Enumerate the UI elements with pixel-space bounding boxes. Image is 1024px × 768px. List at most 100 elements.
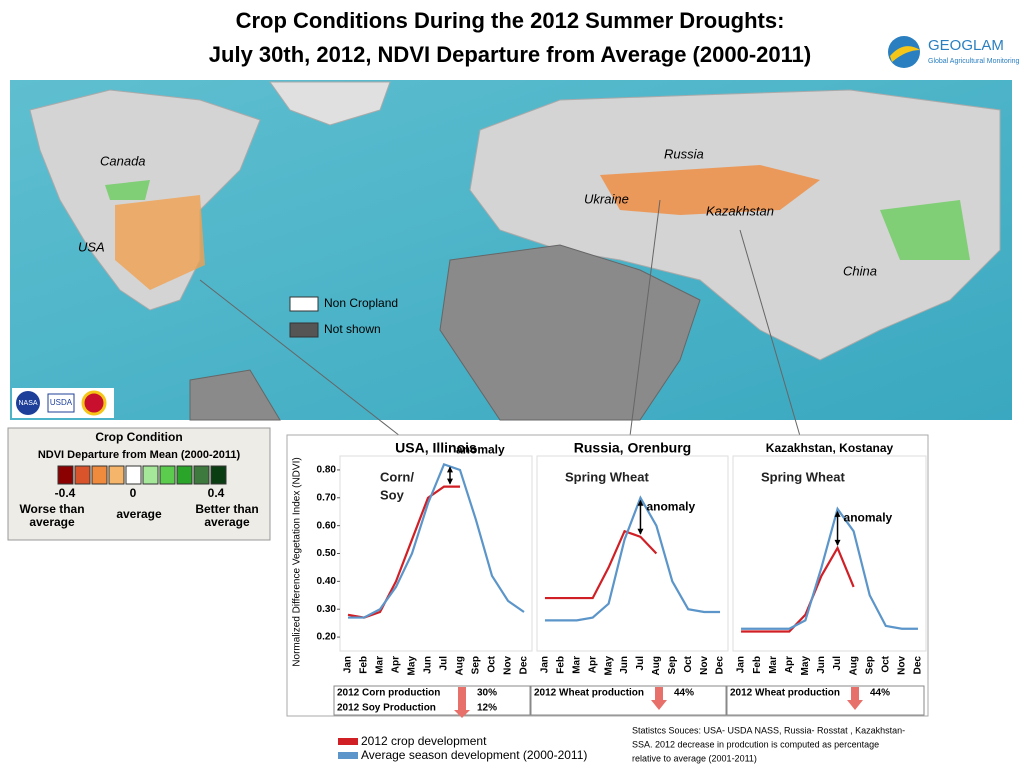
- legend-note: Better than average: [195, 503, 259, 529]
- legend-swatch: [289, 322, 319, 338]
- y-axis-label: Normalized Difference Vegetation Index (…: [292, 457, 303, 666]
- title: Crop Conditions During the 2012 Summer D…: [236, 8, 785, 33]
- improved-area: [880, 200, 970, 260]
- x-tick-label: Apr: [587, 656, 598, 673]
- series-legend: 2012 crop development Average season dev…: [338, 734, 587, 762]
- plot-area: [732, 455, 927, 652]
- sources: Statistcs Souces: USA- USDA NASS, Russia…: [632, 725, 905, 763]
- swatch: [142, 465, 159, 485]
- x-tick-label: Mar: [768, 656, 779, 674]
- sources-text: relative to average (2001-2011): [632, 753, 757, 763]
- series-line: [348, 462, 525, 619]
- x-tick-label: Jun: [423, 656, 434, 674]
- logo: GEOGLAM Global Agricultural Monitoring: [888, 36, 1020, 68]
- legend-tick: 0.4: [208, 486, 225, 500]
- legend-tick: 0: [130, 486, 137, 500]
- legend-tick: -0.4: [55, 486, 76, 500]
- x-tick-label: Nov: [699, 656, 710, 675]
- decrease-arrow: [651, 687, 667, 710]
- swatch: [159, 465, 176, 485]
- umd-logo: [81, 390, 107, 416]
- y-tick-label: 0.40: [317, 576, 337, 587]
- x-tick-label: Sep: [667, 656, 678, 674]
- swatch: [74, 465, 91, 485]
- x-tick-label: Apr: [391, 656, 402, 673]
- series-line: [741, 545, 855, 633]
- africa-not-shown: [439, 244, 701, 421]
- crop-label: Spring Wheat: [565, 469, 649, 484]
- x-tick-label: Feb: [359, 656, 370, 674]
- annotation: anomaly: [844, 511, 893, 525]
- x-tick-label: Dec: [715, 656, 726, 675]
- logo-text: GEOGLAM: [928, 37, 1004, 54]
- production-label: 2012 Soy Production: [337, 703, 436, 714]
- x-tick-label: Jul: [439, 656, 450, 671]
- production-label: 2012 Corn production: [337, 688, 440, 699]
- map-label: Russia: [664, 146, 704, 161]
- x-tick-label: Feb: [752, 656, 763, 674]
- production-value: 12%: [477, 703, 497, 714]
- swatch: [91, 465, 108, 485]
- production-box: [726, 685, 925, 716]
- legend-label: Not shown: [324, 322, 381, 336]
- production-value: 30%: [477, 688, 497, 699]
- swatch: [125, 465, 142, 485]
- legend-note: Worse than average: [19, 503, 85, 529]
- swatch: [193, 465, 210, 485]
- x-tick-label: Mar: [375, 656, 386, 674]
- logo-sub: Global Agricultural Monitoring: [928, 58, 1020, 65]
- drought-area: [115, 195, 205, 290]
- legend-title: Crop Condition: [95, 430, 182, 444]
- legend-label: Non Cropland: [324, 296, 398, 310]
- y-tick-label: 0.60: [317, 520, 337, 531]
- production-value: 44%: [870, 688, 890, 699]
- series-line: [544, 529, 658, 600]
- arrow-head: [447, 466, 453, 485]
- legend-swatch: [338, 738, 358, 745]
- x-tick-label: Aug: [651, 656, 662, 675]
- map-label: Ukraine: [584, 191, 629, 206]
- plot-area: [339, 455, 533, 652]
- x-tick-label: Jan: [540, 656, 551, 673]
- crop-label: Soy: [380, 487, 405, 502]
- map-label: China: [843, 263, 877, 278]
- land: [469, 89, 1001, 361]
- y-tick-label: 0.20: [317, 632, 337, 643]
- production-box: [530, 685, 727, 716]
- crop-label: Corn/: [380, 469, 414, 484]
- x-tick-label: May: [800, 656, 811, 676]
- legend-swatch: [338, 752, 358, 759]
- x-tick-label: May: [603, 656, 614, 676]
- x-tick-label: Aug: [455, 656, 466, 675]
- condition-legend: Crop Condition NDVI Departure from Mean …: [7, 427, 271, 541]
- x-tick-label: Aug: [848, 656, 859, 675]
- x-tick-label: Dec: [913, 656, 924, 675]
- callout-line: [739, 229, 801, 437]
- swatch: [210, 465, 227, 485]
- south-america-not-shown: [189, 369, 281, 421]
- legend-note: Worse than average: [19, 503, 85, 529]
- nasa-text: NASA: [18, 400, 37, 407]
- drought-area: [600, 165, 820, 215]
- x-tick-label: Jun: [619, 656, 630, 674]
- x-tick-label: Sep: [864, 656, 875, 674]
- decrease-arrow: [454, 687, 470, 718]
- usda-text: USDA: [50, 398, 73, 407]
- callout-line: [629, 199, 661, 437]
- sources-text: Statistcs Souces: USA- USDA NASS, Russia…: [632, 725, 905, 735]
- charts: USA, Illinois 0.20 0.30 0.40 0.50 0.60 0.70 0.8…: [317, 440, 927, 718]
- production-label: 2012 Wheat production: [730, 688, 840, 699]
- annotation: anomaly: [456, 443, 505, 457]
- x-tick-label: May: [407, 656, 418, 676]
- chart-title: USA, Illinois: [395, 440, 477, 456]
- map-label: Canada: [100, 153, 146, 168]
- annotation: anomaly: [646, 499, 695, 513]
- x-tick-label: Jan: [736, 656, 747, 673]
- x-tick-label: Jan: [343, 656, 354, 673]
- sources-text: SSA. 2012 decrease in prodcution is comp…: [632, 739, 879, 749]
- y-tick-label: 0.50: [317, 548, 337, 559]
- production-value: 44%: [674, 688, 694, 699]
- y-tick-label: 0.80: [317, 465, 337, 476]
- x-tick-label: Jul: [635, 656, 646, 671]
